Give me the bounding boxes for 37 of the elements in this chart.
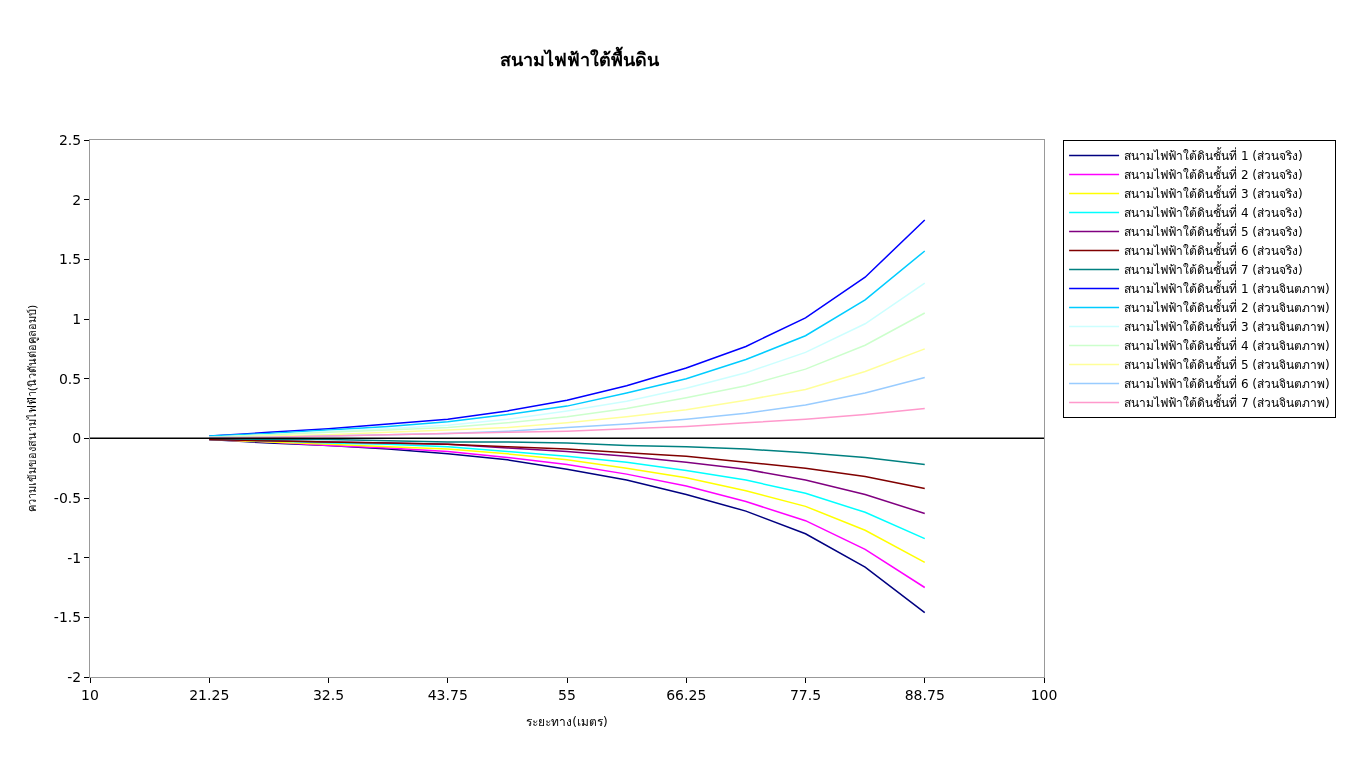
legend-label: สนามไฟฟ้าใต้ดินชั้นที่ 2 (ส่วนจริง) [1124, 166, 1303, 183]
x-tick-label: 55 [558, 686, 576, 703]
x-tick-label: 10 [81, 686, 99, 703]
legend-label: สนามไฟฟ้าใต้ดินชั้นที่ 5 (ส่วนจริง) [1124, 223, 1303, 240]
legend-label: สนามไฟฟ้าใต้ดินชั้นที่ 3 (ส่วนจริง) [1124, 185, 1303, 202]
legend-label: สนามไฟฟ้าใต้ดินชั้นที่ 4 (ส่วนจินตภาพ) [1124, 337, 1330, 354]
y-axis-title: ความเข้มของสนามไฟฟ้า(นิวตันต่อคูลอมบ์) [25, 304, 39, 513]
x-tick-label: 32.5 [312, 686, 345, 703]
x-tick-label: 88.75 [904, 686, 945, 703]
y-tick-label: 1 [72, 310, 82, 327]
legend-label: สนามไฟฟ้าใต้ดินชั้นที่ 7 (ส่วนจริง) [1124, 261, 1303, 278]
x-tick-label: 66.25 [666, 686, 707, 703]
x-tick-label: 43.75 [427, 686, 468, 703]
y-tick-label: 0 [72, 430, 82, 447]
y-tick-label: -2 [67, 668, 82, 685]
y-tick-label: -0.5 [53, 489, 82, 506]
legend-label: สนามไฟฟ้าใต้ดินชั้นที่ 3 (ส่วนจินตภาพ) [1124, 318, 1330, 335]
legend-label: สนามไฟฟ้าใต้ดินชั้นที่ 7 (ส่วนจินตภาพ) [1124, 394, 1330, 411]
y-tick-label: -1.5 [53, 609, 82, 626]
legend-label: สนามไฟฟ้าใต้ดินชั้นที่ 1 (ส่วนจินตภาพ) [1124, 280, 1330, 297]
y-tick-label: 1.5 [58, 251, 82, 268]
legend-label: สนามไฟฟ้าใต้ดินชั้นที่ 1 (ส่วนจริง) [1124, 147, 1303, 164]
legend-label: สนามไฟฟ้าใต้ดินชั้นที่ 5 (ส่วนจินตภาพ) [1124, 356, 1330, 373]
x-tick-label: 21.25 [189, 686, 230, 703]
y-tick-label: 2 [72, 191, 82, 208]
y-tick-label: 0.5 [58, 370, 82, 387]
x-tick-label: 77.5 [789, 686, 822, 703]
chart-title: สนามไฟฟ้าใต้พื้นดิน [500, 46, 661, 71]
legend-label: สนามไฟฟ้าใต้ดินชั้นที่ 2 (ส่วนจินตภาพ) [1124, 299, 1330, 316]
legend-label: สนามไฟฟ้าใต้ดินชั้นที่ 6 (ส่วนจินตภาพ) [1124, 375, 1330, 392]
x-tick-label: 100 [1030, 686, 1058, 703]
line-series [208, 438, 926, 490]
legend-label: สนามไฟฟ้าใต้ดินชั้นที่ 4 (ส่วนจริง) [1124, 204, 1303, 221]
legend-label: สนามไฟฟ้าใต้ดินชั้นที่ 6 (ส่วนจริง) [1124, 242, 1303, 259]
y-tick-label: -1 [67, 549, 82, 566]
y-tick-label: 2.5 [58, 131, 82, 148]
x-axis-title: ระยะทาง(เมตร) [526, 714, 608, 729]
